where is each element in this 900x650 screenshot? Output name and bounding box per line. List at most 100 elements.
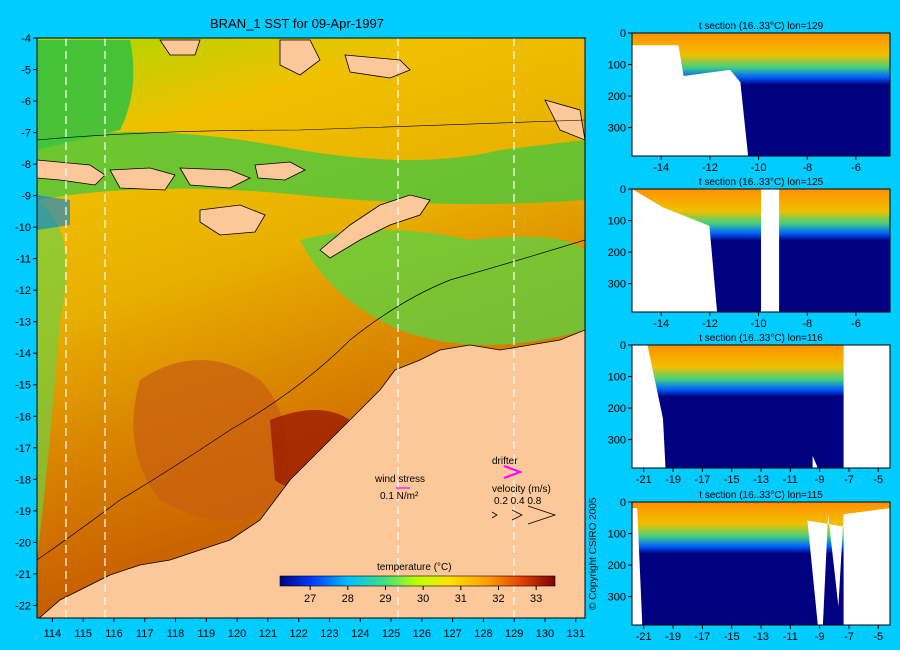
- colorbar-label: temperature (°C): [377, 562, 452, 573]
- map-x-tick-label: 127: [443, 628, 461, 640]
- section-y-tick-label: 0: [620, 184, 626, 196]
- section-x-tick-label: -15: [724, 631, 740, 643]
- map-y-tick-label: -10: [15, 222, 31, 234]
- map-y-tick-label: -6: [21, 96, 31, 108]
- drifter-arrow-icon: [503, 465, 523, 479]
- section-x-tick-label: -21: [636, 474, 652, 486]
- map-x-tick-label: 128: [474, 628, 492, 640]
- map-x-tick-label: 120: [228, 628, 246, 640]
- section-y-tick-label: 200: [608, 403, 626, 415]
- section-panel-3: t section (16..33°C) lon=116 -21 -19 -17 -15…: [608, 333, 891, 486]
- map-x-tick-label: 118: [167, 628, 185, 640]
- section-x-tick-label: -13: [753, 631, 769, 643]
- section-x-tick-label: -19: [665, 631, 681, 643]
- colorbar: [279, 575, 556, 587]
- map-x-tick-label: 119: [198, 628, 216, 640]
- map-x-tick-label: 114: [44, 628, 62, 640]
- section-y-tick-label: 0: [620, 497, 626, 509]
- section-y-tick-label: 100: [608, 216, 626, 228]
- map-y-tick-label: -7: [21, 128, 31, 140]
- section-x-tick-label: -12: [702, 162, 718, 174]
- section-y-tick-label: 100: [608, 372, 626, 384]
- map-y-tick-label: -13: [15, 317, 31, 329]
- map-x-tick-label: 124: [351, 628, 369, 640]
- map-x-tick-label: 131: [567, 628, 585, 640]
- section-y-tick-label: 300: [608, 279, 626, 291]
- section-x-tick-label: -9: [815, 631, 825, 643]
- wind-stress-label: wind stress: [374, 474, 425, 485]
- section-title: t section (16..33°C) lon=115: [699, 490, 823, 501]
- section-title: t section (16..33°C) lon=125: [699, 177, 824, 188]
- section-x-tick-label: -10: [751, 162, 767, 174]
- section-y-tick-label: 100: [608, 60, 626, 72]
- section-x-tick-label: -5: [873, 631, 883, 643]
- section-x-tick-label: -14: [653, 162, 669, 174]
- section-bathymetry-mask: [843, 345, 890, 468]
- section-x-tick-label: -17: [694, 474, 710, 486]
- copyright: © Copyright CSIRO 2005: [588, 497, 599, 610]
- velocity-label: velocity (m/s): [492, 484, 551, 495]
- section-x-tick-label: -17: [694, 631, 710, 643]
- map-x-tick-label: 126: [413, 628, 431, 640]
- section-panels: t section (16..33°C) lon=129 -14 -12 -10 -8 -…: [608, 21, 891, 643]
- section-y-tick-label: 200: [608, 560, 626, 572]
- velocity-arrow-large-icon: [527, 505, 557, 525]
- section-bathymetry-mask: [632, 189, 718, 312]
- map-x-tick-label: 117: [136, 628, 154, 640]
- section-panel-4: t section (16..33°C) lon=115 -21 -19 -17 -15…: [608, 490, 891, 643]
- map-y-tick-label: -20: [15, 537, 31, 549]
- section-x-tick-label: -21: [636, 631, 652, 643]
- section-panel-1: t section (16..33°C) lon=129 -14 -12 -10 -8 -…: [608, 21, 891, 174]
- map-y-tick-label: -5: [21, 65, 31, 77]
- map-y-tick-label: -14: [15, 348, 31, 360]
- map-y-tick-label: -16: [15, 411, 31, 423]
- section-x-tick-label: -5: [873, 474, 883, 486]
- map-y-tick-label: -17: [15, 443, 31, 455]
- section-y-tick-label: 300: [608, 435, 626, 447]
- map-x-tick-label: 125: [382, 628, 400, 640]
- colorbar-tick-label: 33: [530, 593, 542, 605]
- section-x-tick-label: -14: [653, 318, 669, 330]
- colorbar-ticks: 27 28 29 30 31 32 33: [304, 586, 542, 605]
- section-x-tick-label: -11: [783, 631, 798, 643]
- section-title: t section (16..33°C) lon=116: [699, 333, 823, 344]
- colorbar-tick-label: 31: [455, 593, 467, 605]
- map-y-tick-label: -4: [21, 33, 31, 45]
- section-y-tick-label: 300: [608, 123, 626, 135]
- map-y-ticks: -4 -5 -6 -7 -8 -9 -10 -11 -12 -13 -14 -15 -16 -17 -18 -…: [15, 33, 37, 612]
- section-y-tick-label: 200: [608, 91, 626, 103]
- map-x-ticks: 114 115 116 117 118 119 120 121 122 123 124 125 126 1…: [44, 618, 585, 640]
- section-panel-2: t section (16..33°C) lon=125 -14 -12 -10 -8 -…: [608, 177, 891, 330]
- section-x-tick-label: -7: [844, 474, 854, 486]
- section-bathymetry-mask: [632, 508, 643, 625]
- map-y-tick-label: -15: [15, 380, 31, 392]
- section-x-tick-label: -8: [802, 162, 812, 174]
- section-x-tick-label: -19: [665, 474, 681, 486]
- section-y-tick-label: 0: [620, 28, 626, 40]
- section-y-tick-label: 100: [608, 529, 626, 541]
- section-x-tick-label: -7: [844, 631, 854, 643]
- map-x-tick-label: 121: [259, 628, 277, 640]
- velocity-values: 0.2 0.4 0.8: [494, 496, 542, 507]
- section-y-tick-label: 200: [608, 247, 626, 259]
- map-y-tick-label: -22: [15, 600, 31, 612]
- map-x-tick-label: 129: [505, 628, 523, 640]
- map-x-tick-label: 130: [536, 628, 554, 640]
- section-bathymetry-mask: [807, 508, 890, 625]
- map-y-tick-label: -8: [21, 159, 31, 171]
- australia-land: [38, 329, 585, 618]
- section-x-tick-label: -6: [851, 162, 861, 174]
- colorbar-tick-label: 32: [492, 593, 504, 605]
- section-bathymetry-mask: [632, 45, 749, 156]
- colorbar-tick-label: 28: [342, 593, 354, 605]
- sst-map: 114 115 116 117 118 119 120 121 122 123 124 125 126 1…: [15, 33, 586, 640]
- map-title: BRAN_1 SST for 09-Apr-1997: [210, 16, 384, 31]
- map-y-tick-label: -9: [21, 191, 31, 203]
- velocity-arrow-medium-icon: [511, 509, 523, 521]
- section-bathymetry-mask: [761, 189, 780, 312]
- section-x-tick-label: -10: [751, 318, 767, 330]
- section-x-tick-label: -13: [753, 474, 769, 486]
- map-x-tick-label: 115: [74, 628, 92, 640]
- drifter-label: drifter: [492, 456, 518, 467]
- section-x-tick-label: -11: [783, 474, 798, 486]
